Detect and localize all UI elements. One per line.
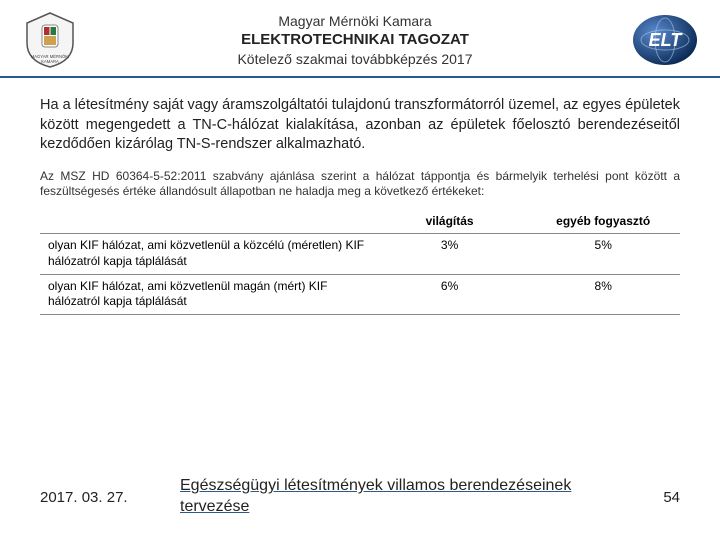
table-cell: 6% (373, 274, 527, 314)
table-cell: 3% (373, 234, 527, 274)
table-header-lighting: világítás (373, 210, 527, 234)
table-header-other: egyéb fogyasztó (526, 210, 680, 234)
header-section: ELEKTROTECHNIKAI TAGOZAT (80, 30, 630, 50)
footer-title: Egészségügyi létesítmények villamos bere… (180, 476, 630, 518)
header-org: Magyar Mérnöki Kamara (80, 12, 630, 30)
table-cell: olyan KIF hálózat, ami közvetlenül a köz… (40, 234, 373, 274)
footer-date: 2017. 03. 27. (40, 489, 180, 506)
elt-logo: ELT (630, 10, 700, 70)
table-header-empty (40, 210, 373, 234)
header-text-block: Magyar Mérnöki Kamara ELEKTROTECHNIKAI T… (80, 12, 630, 68)
slide-header: MAGYAR MÉRNÖKI KAMARA Magyar Mérnöki Kam… (0, 0, 720, 78)
slide-content: Ha a létesítmény saját vagy áramszolgált… (0, 78, 720, 325)
slide-footer: 2017. 03. 27. Egészségügyi létesítmények… (0, 476, 720, 518)
table-cell: olyan KIF hálózat, ami közvetlenül magán… (40, 274, 373, 314)
paragraph-standard: Az MSZ HD 60364-5-52:2011 szabvány ajánl… (40, 169, 680, 200)
mmk-logo: MAGYAR MÉRNÖKI KAMARA (20, 10, 80, 70)
table-row: olyan KIF hálózat, ami közvetlenül magán… (40, 274, 680, 314)
voltage-drop-table: világítás egyéb fogyasztó olyan KIF háló… (40, 210, 680, 315)
svg-text:KAMARA: KAMARA (41, 59, 59, 64)
table-cell: 8% (526, 274, 680, 314)
svg-text:ELT: ELT (649, 30, 684, 50)
header-subtitle: Kötelező szakmai továbbképzés 2017 (80, 50, 630, 68)
table-row: olyan KIF hálózat, ami közvetlenül a köz… (40, 234, 680, 274)
paragraph-main: Ha a létesítmény saját vagy áramszolgált… (40, 96, 680, 155)
table-cell: 5% (526, 234, 680, 274)
footer-page-number: 54 (630, 489, 680, 506)
